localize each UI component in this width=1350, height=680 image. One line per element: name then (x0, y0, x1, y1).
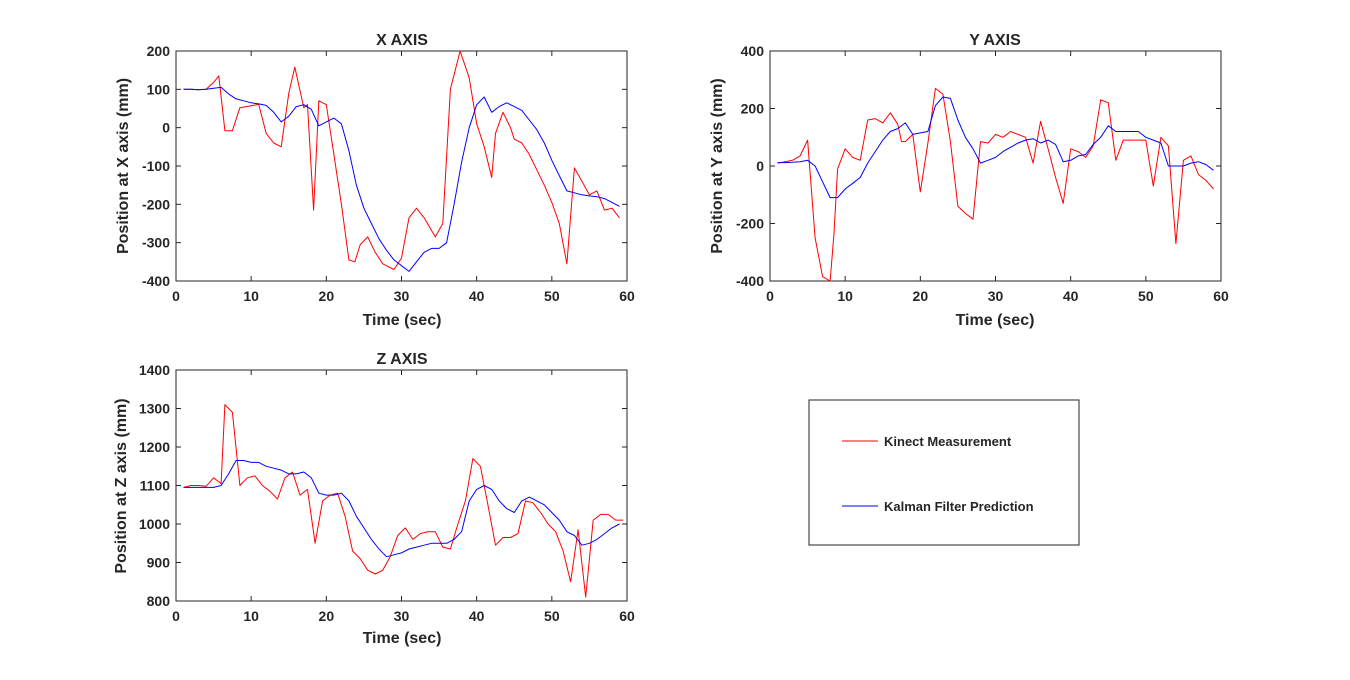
legend-label-kalman: Kalman Filter Prediction (884, 499, 1034, 514)
x-tick-label: 40 (1063, 288, 1079, 304)
y-tick-label: 1200 (139, 439, 170, 455)
x-axis-label: Time (sec) (363, 312, 442, 329)
x-tick-label: 50 (544, 288, 560, 304)
x-tick-label: 20 (319, 288, 335, 304)
y-tick-label: -400 (736, 273, 764, 289)
x-axis-chart: X AXIS Time (sec) Position at X axis (mm… (115, 32, 635, 329)
y-tick-label: 100 (147, 81, 171, 97)
y-axis-label: Position at Z axis (mm) (113, 398, 130, 573)
y-tick-label: 0 (756, 158, 764, 174)
chart-title: Y AXIS (969, 32, 1021, 49)
x-tick-label: 10 (837, 288, 853, 304)
plot-area (769, 50, 1222, 282)
y-tick-label: 0 (162, 120, 170, 136)
y-tick-label: 900 (147, 555, 171, 571)
series-line-kinect-measurement (183, 404, 624, 598)
y-tick-label: 800 (147, 593, 171, 609)
x-tick-label: 60 (1213, 288, 1229, 304)
z-axis-chart: Z AXIS Time (sec) Position at Z axis (mm… (113, 351, 635, 647)
series-line-kalman-filter-prediction (183, 86, 620, 272)
x-tick-label: 20 (319, 608, 335, 624)
x-axis-label: Time (sec) (363, 630, 442, 647)
y-tick-label: -400 (142, 273, 170, 289)
y-tick-label: 200 (741, 101, 765, 117)
x-tick-label: 10 (243, 608, 259, 624)
y-tick-label: 1300 (139, 401, 170, 417)
x-tick-label: 40 (469, 288, 485, 304)
y-axis-label: Position at Y axis (mm) (709, 78, 726, 253)
x-tick-label: 0 (172, 608, 180, 624)
x-tick-label: 30 (394, 288, 410, 304)
plot-area (175, 50, 628, 282)
x-tick-label: 60 (619, 288, 635, 304)
y-tick-label: 200 (147, 43, 171, 59)
series-line-kinect-measurement (183, 50, 620, 270)
chart-title: X AXIS (376, 32, 428, 49)
y-tick-label: -200 (736, 216, 764, 232)
x-tick-label: 40 (469, 608, 485, 624)
plot-area (175, 369, 628, 602)
x-tick-label: 50 (544, 608, 560, 624)
y-axis-chart: Y AXIS Time (sec) Position at Y axis (mm… (709, 32, 1229, 329)
x-tick-label: 0 (172, 288, 180, 304)
y-tick-label: 1400 (139, 362, 170, 378)
x-tick-label: 10 (243, 288, 259, 304)
x-tick-label: 60 (619, 608, 635, 624)
x-tick-label: 0 (766, 288, 774, 304)
x-tick-label: 50 (1138, 288, 1154, 304)
legend-label-kinect: Kinect Measurement (884, 434, 1012, 449)
y-tick-label: -200 (142, 196, 170, 212)
y-tick-label: 400 (741, 43, 765, 59)
x-tick-label: 30 (394, 608, 410, 624)
y-axis-label: Position at X axis (mm) (115, 78, 132, 254)
y-tick-label: -300 (142, 235, 170, 251)
x-tick-label: 20 (913, 288, 929, 304)
legend-box (808, 399, 1080, 546)
series-line-kinect-measurement (777, 87, 1214, 282)
series-line-kalman-filter-prediction (183, 460, 620, 558)
series-line-kalman-filter-prediction (777, 96, 1214, 199)
x-axis-label: Time (sec) (956, 312, 1035, 329)
y-tick-label: 1100 (140, 478, 171, 494)
legend: Kinect Measurement Kalman Filter Predict… (808, 399, 1080, 546)
y-tick-label: -100 (142, 158, 170, 174)
x-tick-label: 30 (988, 288, 1004, 304)
y-tick-label: 1000 (139, 516, 170, 532)
chart-title: Z AXIS (377, 351, 428, 368)
